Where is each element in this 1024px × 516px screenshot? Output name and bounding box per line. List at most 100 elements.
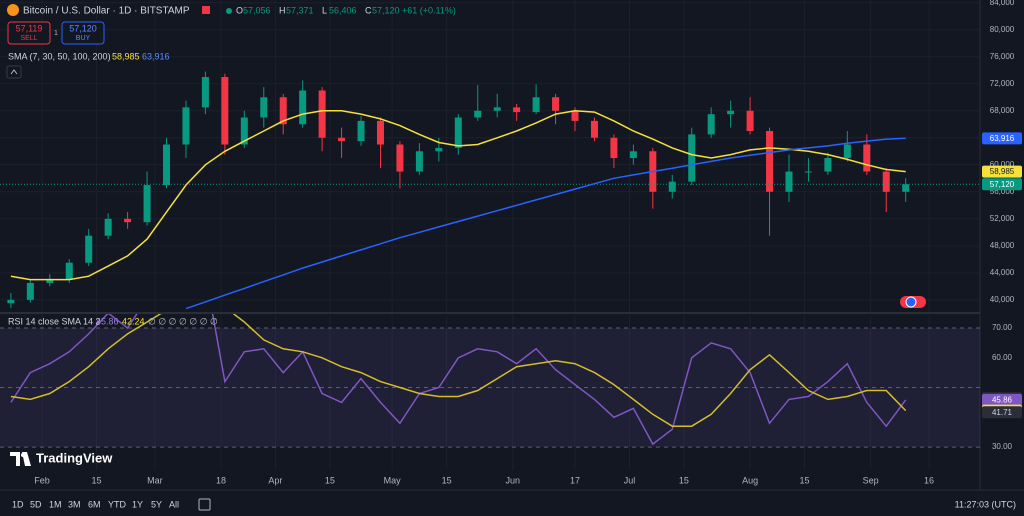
price-tag-label: 58,985 (990, 167, 1015, 176)
candle-body (240, 117, 248, 145)
candle-body (843, 144, 851, 159)
y-tick-label: 40,000 (990, 295, 1015, 304)
symbol-title[interactable]: Bitcoin / U.S. Dollar · 1D · BITSTAMP (23, 6, 190, 17)
candle-body (552, 97, 560, 111)
candle-body (435, 147, 443, 152)
x-tick-label: Mar (147, 475, 163, 485)
price-grid (0, 0, 980, 312)
ohlc-key: H (279, 5, 286, 15)
event-marker[interactable] (900, 296, 926, 308)
collapse-button[interactable] (6, 65, 22, 79)
calendar-icon[interactable] (198, 498, 211, 511)
candle-body (376, 120, 384, 145)
y-tick-label: 72,000 (990, 79, 1015, 88)
candle-body (65, 262, 73, 280)
candle-body (668, 181, 676, 192)
sma-legend-value: 63,916 (142, 51, 170, 61)
sma-legend-value: 58,985 (112, 51, 140, 61)
range-button[interactable]: 1D (12, 499, 24, 509)
x-tick-label: Feb (34, 475, 50, 485)
x-tick-label: 15 (91, 475, 101, 485)
ohlc-key: C (365, 5, 372, 15)
candle-body (804, 171, 812, 173)
collapse-icon (10, 69, 18, 75)
candle-body (454, 117, 462, 148)
range-button[interactable]: YTD (108, 499, 127, 509)
sell-label: SELL (20, 35, 37, 42)
candle-body (610, 137, 618, 159)
toolbar: 1D 5D 1M 3M 6M YTD 1Y 5Y All (12, 499, 179, 509)
price-tag (982, 406, 1022, 419)
rsi-plot (10, 314, 907, 446)
rsi-legend-value: 45.86 (96, 316, 119, 326)
range-button[interactable]: 5Y (151, 499, 162, 509)
y-tick-label: 48,000 (990, 241, 1015, 250)
rsi-legend[interactable]: RSI 14 close SMA 14 2 (8, 316, 101, 326)
x-tick-label: Sep (863, 475, 879, 485)
rsi-grid (0, 314, 980, 470)
y-tick-label: 76,000 (990, 52, 1015, 61)
range-button[interactable]: 6M (88, 499, 101, 509)
logo: TradingView (10, 450, 113, 466)
event-flag (905, 296, 917, 308)
y-tick-label: 68,000 (990, 106, 1015, 115)
price-tag (982, 178, 1022, 191)
candle-body (532, 97, 540, 113)
y-tick-label: 44,000 (990, 268, 1015, 277)
price-plot (0, 71, 980, 310)
buy-price: 57,120 (69, 23, 97, 33)
candle-body (571, 110, 579, 121)
candle-body (85, 235, 93, 263)
range-button[interactable]: 1Y (132, 499, 143, 509)
price-tag-label: 41.71 (992, 408, 1013, 417)
symbol-icon (7, 4, 19, 16)
ohlc-key: L (322, 5, 327, 15)
y-tick-label: 84,000 (990, 0, 1015, 7)
candle-body (474, 110, 482, 118)
rsi-line (10, 314, 907, 446)
price-tag (982, 393, 1022, 406)
candle-body (902, 184, 910, 192)
sma-line (10, 110, 906, 281)
x-tick-label: 16 (924, 475, 934, 485)
y-tick-label: 60,000 (990, 160, 1015, 169)
range-button[interactable]: 3M (68, 499, 81, 509)
range-button[interactable]: 1M (49, 499, 62, 509)
candle-body (318, 90, 326, 138)
candle-body (46, 279, 54, 283)
candle-body (338, 137, 346, 142)
price-tag-label: 45.86 (992, 395, 1013, 404)
buy-label: BUY (76, 35, 91, 42)
candle-body (201, 76, 209, 108)
range-button[interactable]: 5D (30, 499, 42, 509)
buy-button[interactable] (61, 21, 105, 45)
y-tick-label: 56,000 (990, 187, 1015, 196)
candle-body (26, 282, 34, 300)
sma-line (185, 137, 906, 310)
market-status (226, 8, 232, 14)
candle-body (279, 97, 287, 125)
flag-icon[interactable] (202, 6, 210, 14)
candle-body (882, 171, 890, 192)
logo-dot (21, 453, 25, 457)
range-button[interactable]: All (169, 499, 179, 509)
candle-body (493, 107, 501, 111)
candle-body (513, 107, 521, 113)
candle-body (182, 107, 190, 145)
candle-body (299, 90, 307, 125)
candle-body (746, 110, 754, 132)
x-tick-label: Apr (268, 475, 282, 485)
y-tick-label: 52,000 (990, 214, 1015, 223)
sma-legend[interactable]: SMA (7, 30, 50, 100, 200) (8, 51, 111, 61)
price-tag-label: 57,120 (990, 180, 1015, 189)
candle-body (707, 114, 715, 135)
sell-button[interactable] (7, 21, 51, 45)
ohlc-value: 56,406 (329, 5, 357, 15)
candle-body (688, 134, 696, 182)
x-tick-label: 15 (800, 475, 810, 485)
candle-body (727, 110, 735, 115)
candle-body (396, 144, 404, 172)
x-tick-label: 17 (570, 475, 580, 485)
